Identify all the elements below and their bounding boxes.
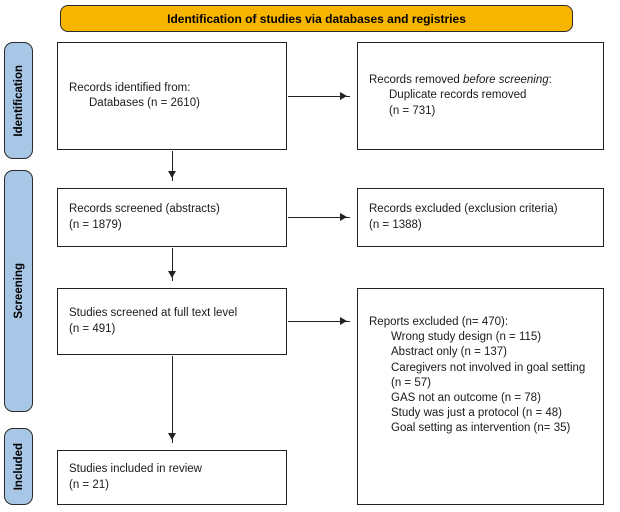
arrow-screened-to-excluded [288, 213, 350, 222]
records-removed-line1: Records removed before screening: [369, 74, 552, 87]
fulltext-screened-line2: (n = 491) [69, 322, 116, 335]
reports-excluded-reason: Goal setting as intervention (n= 35) [391, 422, 571, 435]
records-identified-line1: Records identified from: [69, 81, 191, 94]
reports-excluded-reason: Wrong study design (n = 115) [391, 331, 542, 344]
fulltext-screened-line1: Studies screened at full text level [69, 307, 238, 320]
records-screened-line2: (n = 1879) [69, 218, 122, 231]
box-records-removed: Records removed before screening: Duplic… [357, 42, 604, 150]
reports-excluded-title: Reports excluded (n= 470): [369, 316, 509, 328]
banner-label: Identification of studies via databases … [167, 11, 466, 26]
reports-excluded-reason: Study was just a protocol (n = 48) [391, 407, 562, 420]
records-excluded-line2: (n = 1388) [369, 218, 422, 231]
stage-ribbon-screening: Screening [4, 170, 33, 412]
arrow-fulltext-to-reports-excluded [288, 317, 350, 326]
banner-identification-via-databases: Identification of studies via databases … [60, 5, 573, 32]
box-fulltext-screened: Studies screened at full text level (n =… [57, 288, 287, 355]
stage-label-identification: Identification [12, 64, 25, 137]
arrow-screened-to-fulltext [168, 248, 177, 281]
records-removed-line2: Duplicate records removed [389, 89, 527, 102]
stage-label-screening: Screening [12, 263, 25, 319]
studies-included-line2: (n = 21) [69, 478, 109, 491]
records-excluded-line1: Records excluded (exclusion criteria) [369, 203, 558, 216]
box-reports-excluded: Reports excluded (n= 470): Wrong study d… [357, 288, 604, 505]
stage-label-included: Included [12, 442, 25, 491]
arrow-identified-to-removed [288, 92, 350, 101]
reports-excluded-reason: Abstract only (n = 137) [391, 346, 508, 359]
stage-ribbon-included: Included [4, 428, 33, 505]
records-screened-line1: Records screened (abstracts) [69, 203, 220, 216]
stage-ribbon-identification: Identification [4, 42, 33, 159]
box-records-screened: Records screened (abstracts) (n = 1879) [57, 188, 287, 247]
reports-excluded-reason: GAS not an outcome (n = 78) [391, 391, 541, 404]
arrow-identified-to-screened [168, 151, 177, 181]
box-records-identified: Records identified from: Databases (n = … [57, 42, 287, 150]
arrow-fulltext-to-included [168, 356, 177, 443]
studies-included-line1: Studies included in review [69, 463, 202, 476]
box-records-excluded: Records excluded (exclusion criteria) (n… [357, 188, 604, 247]
box-studies-included: Studies included in review (n = 21) [57, 450, 287, 505]
records-removed-line3: (n = 731) [389, 104, 436, 117]
reports-excluded-reason: Caregivers not involved in goal setting … [391, 361, 586, 389]
records-identified-line2: Databases (n = 2610) [89, 97, 200, 109]
